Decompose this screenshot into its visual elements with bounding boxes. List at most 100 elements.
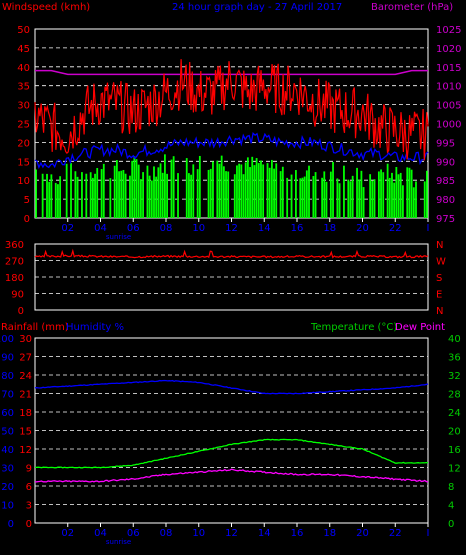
rain-ytick-label: 27 xyxy=(19,353,32,364)
temp-tick-label: 02 xyxy=(61,528,74,539)
wind-bar xyxy=(273,168,275,218)
wind-bar xyxy=(54,182,57,218)
dewpoint-line xyxy=(34,468,429,483)
wind-bar xyxy=(96,168,99,218)
compass-label: W xyxy=(436,257,446,268)
temperature-ytick-label: 40 xyxy=(448,334,461,345)
wind-bar xyxy=(236,165,238,218)
barometer-label: Barometer (hPa) xyxy=(371,2,453,13)
humidity-ytick-label: 30 xyxy=(1,464,14,475)
wind-ytick-label: 45 xyxy=(17,44,30,55)
direction-ytick-label: 90 xyxy=(11,290,24,301)
wind-bar xyxy=(249,167,251,218)
wind-bar xyxy=(196,169,199,218)
wind-bar xyxy=(227,171,230,218)
wind-tick-label: 18 xyxy=(323,223,336,234)
temp-tick-label: 08 xyxy=(160,528,173,539)
humidity-ytick-label: 70 xyxy=(1,390,14,401)
rain-ytick-label: 30 xyxy=(19,334,32,345)
wind-bar xyxy=(415,181,417,218)
wind-bar xyxy=(164,154,166,218)
wind-bar xyxy=(222,166,225,218)
humidity-ytick-label: 40 xyxy=(1,445,14,456)
temperature-ytick-label: 24 xyxy=(448,408,461,419)
direction-line xyxy=(34,248,429,259)
temp-tick-label: 04 xyxy=(94,528,107,539)
wind-bar xyxy=(81,172,83,218)
chart-title: 24 hour graph day - 27 April 2017 xyxy=(172,2,342,13)
wind-bar xyxy=(225,171,227,218)
wind-bar xyxy=(321,177,324,218)
wind-bar xyxy=(386,163,389,218)
wind-ytick-label: 40 xyxy=(17,63,30,74)
wind-bar xyxy=(251,156,254,218)
rain-ytick-label: 3 xyxy=(26,501,32,512)
direction-ytick-label: 270 xyxy=(5,257,24,268)
compass-label: N xyxy=(436,306,443,317)
wind-tick-label: 14 xyxy=(258,223,271,234)
barometer-ytick-label: 985 xyxy=(436,176,455,187)
wind-bar xyxy=(153,166,155,218)
wind-bar xyxy=(325,181,328,218)
wind-bar xyxy=(137,164,140,218)
temperature-ytick-label: 20 xyxy=(448,427,461,438)
wind-bar xyxy=(148,175,151,218)
wind-bar xyxy=(157,167,160,218)
wind-ytick-label: 50 xyxy=(17,25,30,36)
wind-bar xyxy=(312,176,315,218)
wind-bar xyxy=(57,184,59,218)
temperature-ytick-label: 28 xyxy=(448,390,461,401)
wind-sunrise-label: sunrise xyxy=(106,233,131,241)
temp-tick-label: 22 xyxy=(389,528,402,539)
wind-bar xyxy=(382,172,385,218)
wind-bar xyxy=(412,187,415,218)
wind-bar xyxy=(257,163,260,218)
wind-bar xyxy=(46,173,48,218)
wind-bar xyxy=(185,158,188,218)
wind-bar xyxy=(371,180,374,218)
wind-bar xyxy=(85,173,88,218)
wind-ytick-label: 20 xyxy=(17,138,30,149)
wind-bar xyxy=(170,159,173,218)
wind-bar xyxy=(155,176,158,218)
wind-bar xyxy=(338,183,341,218)
humidity-ytick-label: 0 xyxy=(8,519,14,530)
wind-bar xyxy=(308,165,310,218)
wind-bar xyxy=(76,176,79,218)
barometer-ytick-label: 1025 xyxy=(436,25,461,36)
wind-bar xyxy=(336,178,339,218)
wind-bar xyxy=(50,174,53,218)
wind-bar xyxy=(255,158,258,218)
barometer-ytick-label: 1005 xyxy=(436,101,461,112)
wind-ytick-label: 10 xyxy=(17,176,30,187)
wind-bar xyxy=(74,171,77,218)
rain-ytick-label: 15 xyxy=(19,427,32,438)
wind-bar xyxy=(209,168,212,218)
windspeed-line xyxy=(34,59,429,161)
temperature-ytick-label: 32 xyxy=(448,371,461,382)
wind-bar xyxy=(369,174,372,218)
humidity-ytick-label: 80 xyxy=(1,371,14,382)
wind-bar xyxy=(220,155,223,218)
wind-bar xyxy=(305,170,308,218)
windspeed-label: Windspeed (kmh) xyxy=(2,2,90,13)
wind-bar xyxy=(246,157,249,218)
wind-bar xyxy=(362,187,365,218)
rain-ytick-label: 9 xyxy=(26,464,32,475)
temp-tick-label: 18 xyxy=(323,528,336,539)
wind-tick-label: 08 xyxy=(160,223,173,234)
wind-bar xyxy=(139,179,142,218)
wind-bar xyxy=(281,166,284,218)
rain-ytick-label: 21 xyxy=(19,390,32,401)
wind-bar xyxy=(91,177,94,218)
wind-bar xyxy=(238,163,241,218)
wind-bar xyxy=(268,167,271,218)
wind-bar xyxy=(41,173,44,218)
humidity-ytick-label: 90 xyxy=(1,353,14,364)
rain-ytick-label: 18 xyxy=(19,408,32,419)
average-wind-line xyxy=(34,132,429,170)
wind-bar xyxy=(314,172,317,218)
wind-bar xyxy=(188,173,190,218)
temp-sunrise-label: sunrise xyxy=(106,538,131,546)
wind-bar xyxy=(408,167,411,218)
